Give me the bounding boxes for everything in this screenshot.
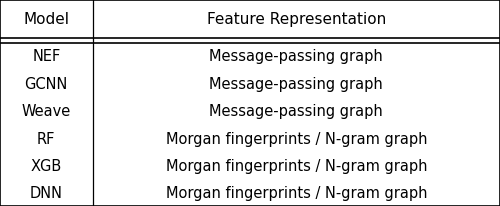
Text: Feature Representation: Feature Representation [206,12,386,27]
Text: Morgan fingerprints / N-gram graph: Morgan fingerprints / N-gram graph [166,132,427,147]
Text: Weave: Weave [22,104,71,119]
Text: Message-passing graph: Message-passing graph [210,49,383,64]
Text: Model: Model [23,12,69,27]
Text: Message-passing graph: Message-passing graph [210,104,383,119]
Text: GCNN: GCNN [24,77,68,92]
Text: RF: RF [37,132,56,147]
Text: DNN: DNN [30,186,63,201]
Text: Morgan fingerprints / N-gram graph: Morgan fingerprints / N-gram graph [166,186,427,201]
Text: Message-passing graph: Message-passing graph [210,77,383,92]
Text: Morgan fingerprints / N-gram graph: Morgan fingerprints / N-gram graph [166,159,427,174]
Text: XGB: XGB [30,159,62,174]
Text: NEF: NEF [32,49,60,64]
